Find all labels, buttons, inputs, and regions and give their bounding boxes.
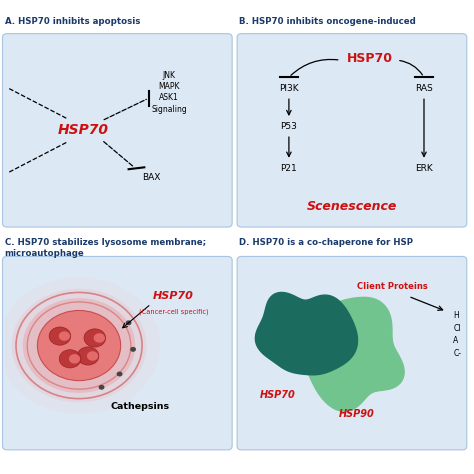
- Polygon shape: [255, 292, 357, 375]
- Text: P21: P21: [281, 164, 297, 173]
- Text: P53: P53: [281, 122, 297, 131]
- Text: Cathepsins: Cathepsins: [110, 402, 169, 410]
- Text: RAS: RAS: [415, 84, 433, 93]
- Circle shape: [49, 327, 71, 345]
- Circle shape: [77, 347, 99, 365]
- Text: Client Proteins: Client Proteins: [357, 283, 428, 291]
- Circle shape: [130, 347, 136, 352]
- Text: HSP70: HSP70: [347, 52, 393, 65]
- Circle shape: [59, 350, 81, 368]
- Text: HSP70: HSP70: [58, 123, 109, 137]
- Text: C. HSP70 stabilizes lysosome membrane;: C. HSP70 stabilizes lysosome membrane;: [5, 238, 206, 247]
- Text: BAX: BAX: [142, 173, 160, 182]
- Circle shape: [84, 329, 106, 347]
- FancyBboxPatch shape: [2, 34, 232, 227]
- Circle shape: [23, 298, 136, 393]
- Text: HSP70: HSP70: [260, 390, 295, 400]
- Circle shape: [59, 331, 70, 341]
- Text: HSP90: HSP90: [338, 409, 374, 419]
- Text: H
Cl
A
C-: H Cl A C-: [453, 311, 461, 358]
- Text: (Cancer-cell specific): (Cancer-cell specific): [139, 308, 209, 315]
- Text: JNK
MAPK
ASK1
Signaling: JNK MAPK ASK1 Signaling: [151, 71, 187, 114]
- Text: B. HSP70 inhibits oncogene-induced: B. HSP70 inhibits oncogene-induced: [239, 17, 416, 26]
- Circle shape: [94, 333, 105, 343]
- Text: A. HSP70 inhibits apoptosis: A. HSP70 inhibits apoptosis: [5, 17, 140, 26]
- Text: HSP70: HSP70: [153, 291, 194, 301]
- Text: microautophage: microautophage: [5, 249, 84, 258]
- Circle shape: [11, 289, 146, 402]
- FancyBboxPatch shape: [2, 256, 232, 450]
- Circle shape: [69, 354, 80, 364]
- Text: PI3K: PI3K: [279, 84, 299, 93]
- Circle shape: [126, 320, 131, 325]
- Circle shape: [0, 277, 160, 414]
- Text: ERK: ERK: [415, 164, 433, 173]
- Circle shape: [117, 372, 122, 376]
- Circle shape: [99, 385, 104, 390]
- FancyBboxPatch shape: [237, 256, 467, 450]
- Polygon shape: [301, 297, 404, 411]
- Circle shape: [37, 310, 121, 381]
- Text: Scenescence: Scenescence: [307, 200, 397, 213]
- Text: D. HSP70 is a co-chaperone for HSP: D. HSP70 is a co-chaperone for HSP: [239, 238, 413, 247]
- FancyBboxPatch shape: [237, 34, 467, 227]
- Circle shape: [87, 351, 98, 361]
